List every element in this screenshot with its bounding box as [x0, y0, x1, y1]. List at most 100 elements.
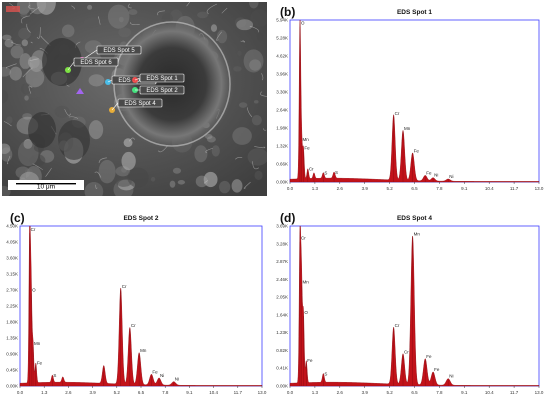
- peak-label: S: [324, 170, 327, 175]
- spectrum-area: [289, 225, 540, 387]
- peak-label: Ni: [160, 373, 164, 378]
- peak-marker: Mn: [138, 348, 147, 386]
- peak-label: Mn: [404, 126, 411, 131]
- x-tick-label: 11.7: [510, 390, 519, 395]
- x-tick-label: 9.1: [186, 390, 193, 395]
- peak-label: Mn: [302, 137, 309, 142]
- eds-panel-spot1: (b) EDS Spot 1 0.00K 0.66K 1.32K 1.98K 2.64K 3.…: [272, 2, 547, 196]
- x-tick-label: 2.6: [337, 186, 344, 191]
- x-tick-label: 0.0: [287, 186, 294, 191]
- peak-label: Fe: [426, 170, 432, 175]
- x-tick-label: 3.9: [89, 390, 96, 395]
- peak-marker: S: [333, 170, 338, 182]
- x-tick-label: 7.8: [436, 186, 443, 191]
- peak-label: Ni: [175, 376, 179, 381]
- x-tick-label: 6.5: [411, 186, 418, 191]
- x-tick-label: 11.7: [510, 186, 519, 191]
- peak-marker: S: [323, 371, 327, 386]
- y-tick-label: 1.32K: [276, 144, 288, 149]
- x-tick-label: 10.4: [209, 390, 218, 395]
- panel-letter: (d): [280, 211, 295, 225]
- peak-marker: Cr: [29, 227, 36, 386]
- spectrum-area: [19, 225, 263, 387]
- x-tick-label: 5.2: [386, 390, 393, 395]
- peak-marker: Ni: [432, 173, 438, 182]
- peak-marker: O: [299, 21, 305, 182]
- y-tick-label: 0.90K: [6, 352, 18, 357]
- peak-label: Cr: [122, 284, 127, 289]
- peak-label: Fe: [152, 369, 158, 374]
- y-tick-label: 1.35K: [6, 336, 18, 341]
- peak-marker: Cr: [299, 236, 306, 386]
- x-tick-label: 10.4: [485, 186, 494, 191]
- peak-label: Mn: [302, 279, 309, 284]
- eds-spot-label: EDS Spot 2: [146, 88, 178, 94]
- peak-label: O: [304, 310, 308, 315]
- y-tick-label: 5.28K: [276, 36, 288, 41]
- y-tick-label: 5.94K: [276, 18, 288, 23]
- peak-label: Fe: [426, 354, 432, 359]
- y-tick-label: 0.45K: [6, 368, 18, 373]
- y-tick-label: 4.50K: [6, 224, 18, 229]
- x-tick-label: 10.4: [485, 390, 494, 395]
- x-tick-label: 3.9: [362, 186, 369, 191]
- x-tick-label: 9.1: [461, 186, 468, 191]
- x-tick-label: 7.8: [436, 390, 443, 395]
- peak-label: Mn: [414, 231, 421, 236]
- x-tick-label: 11.7: [234, 390, 243, 395]
- y-tick-label: 0.00K: [6, 384, 18, 389]
- peak-label: Fe: [37, 360, 43, 365]
- eds-chart-spot4: (d) EDS Spot 4 0.00K 0.41K 0.82K 1.23K 1.64K 2.…: [276, 211, 544, 395]
- peak-label: Ni: [449, 174, 453, 179]
- y-tick-label: 3.15K: [6, 272, 18, 277]
- peak-label: Ni: [434, 173, 438, 178]
- y-tick-label: 3.28K: [276, 241, 288, 246]
- eds-spot-marker: EDS Spot 2: [132, 85, 185, 95]
- peak-label: Mn: [34, 341, 41, 346]
- peak-marker: Fe: [412, 148, 419, 182]
- panel-letter: (b): [280, 5, 295, 19]
- peak-marker: Cr: [393, 323, 400, 386]
- peak-marker: Fe: [151, 369, 158, 386]
- marker-triangle: [76, 88, 84, 94]
- peak-label: S: [335, 170, 338, 175]
- peak-label: S: [53, 373, 56, 378]
- peak-marker: S: [52, 373, 56, 386]
- peak-label: Fe: [307, 358, 313, 363]
- y-tick-label: 4.05K: [6, 240, 18, 245]
- peak-marker: Fe: [425, 170, 432, 182]
- y-tick-label: 1.98K: [276, 126, 288, 131]
- x-tick-label: 6.5: [138, 390, 145, 395]
- peak-marker: Cr: [393, 111, 400, 182]
- peak-label: S: [324, 371, 327, 376]
- peak-label: O: [32, 288, 36, 293]
- peak-label: Cr: [309, 166, 314, 171]
- peak-marker: Ni: [448, 174, 453, 182]
- peak-label: Cr: [131, 323, 136, 328]
- peak-label: Fe: [304, 145, 310, 150]
- eds-panel-spot4: (d) EDS Spot 4 0.00K 0.41K 0.82K 1.23K 1.64K 2.…: [272, 208, 547, 400]
- x-tick-label: 5.2: [114, 390, 121, 395]
- peak-marker: O: [303, 310, 308, 386]
- x-tick-label: 0.0: [17, 390, 24, 395]
- peak-marker: Cr: [129, 323, 136, 386]
- y-tick-label: 0.00K: [276, 384, 288, 389]
- peak-marker: Fe: [432, 367, 440, 386]
- x-tick-label: 13.0: [535, 390, 544, 395]
- y-tick-label: 0.82K: [276, 348, 288, 353]
- plot-frame: [289, 19, 540, 183]
- peak-label: Cr: [395, 111, 400, 116]
- peak-marker: Ni: [448, 373, 453, 386]
- y-tick-label: 3.96K: [276, 72, 288, 77]
- chart-title: EDS Spot 1: [397, 9, 432, 16]
- peak-marker: Fe: [303, 145, 310, 182]
- y-tick-label: 2.64K: [276, 108, 288, 113]
- eds-spot-label: EDS Spot 1: [146, 76, 178, 82]
- peak-marker: Fe: [306, 358, 313, 386]
- peak-marker: Mn: [412, 231, 421, 386]
- x-tick-label: 2.6: [65, 390, 72, 395]
- y-tick-label: 0.41K: [276, 366, 288, 371]
- y-tick-label: 2.70K: [6, 288, 18, 293]
- eds-spot-label: EDS Spot 6: [80, 60, 112, 66]
- y-tick-label: 2.05K: [276, 295, 288, 300]
